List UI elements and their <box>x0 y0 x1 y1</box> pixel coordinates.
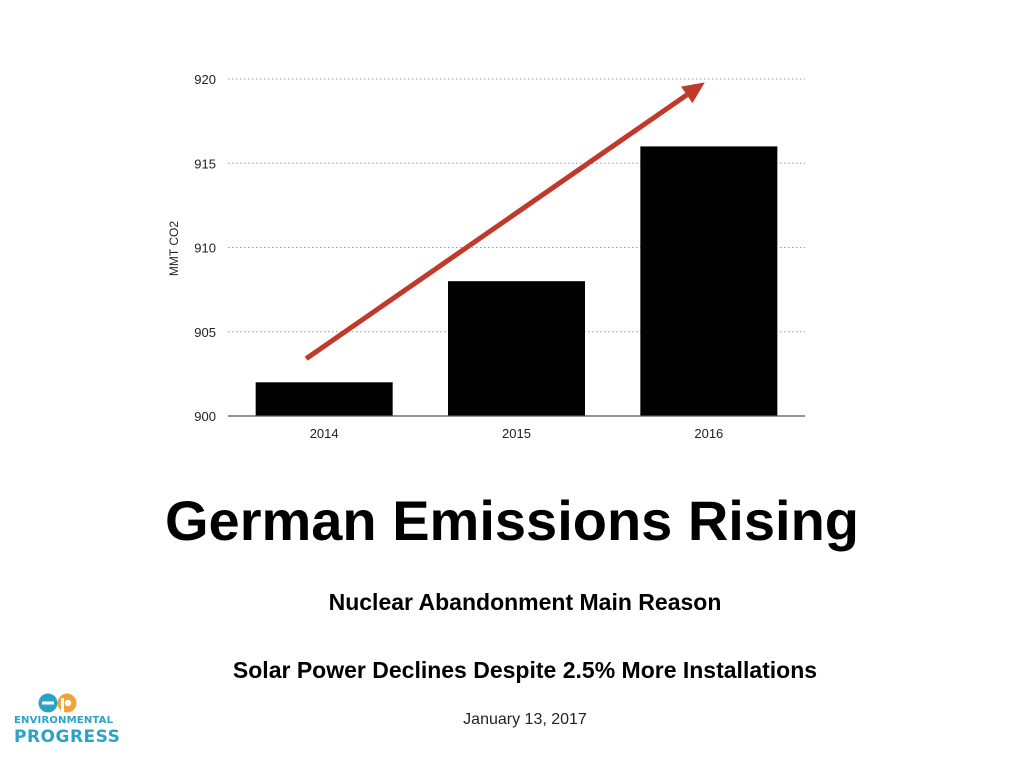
y-axis-ticks: 900 905 910 915 920 <box>194 72 216 424</box>
logo-text-environmental: ENVIRONMENTAL <box>14 715 114 726</box>
slide-title: German Emissions Rising <box>165 489 859 552</box>
y-tick-label: 905 <box>194 325 216 340</box>
emissions-chart: 900 905 910 915 920 2014 2015 2016 MMT CO2 <box>167 72 805 441</box>
x-tick-label: 2016 <box>694 426 723 441</box>
y-tick-label: 920 <box>194 72 216 87</box>
x-axis-ticks: 2014 2015 2016 <box>310 426 724 441</box>
slide-subtitle-main-reason: Nuclear Abandonment Main Reason <box>328 589 722 615</box>
trend-arrow <box>304 82 705 361</box>
bar-2016 <box>640 146 778 416</box>
chart-bars <box>255 146 778 416</box>
environmental-progress-logo: ENVIRONMENTAL PROGRESS <box>14 692 121 752</box>
bar-2015 <box>448 281 585 416</box>
x-tick-label: 2015 <box>502 426 531 441</box>
trend-arrow-head <box>681 82 705 104</box>
slide-subtitle-solar: Solar Power Declines Despite 2.5% More I… <box>232 657 818 683</box>
logo-text-progress: PROGRESS <box>14 727 121 747</box>
bar-2014 <box>255 382 393 416</box>
y-tick-label: 900 <box>194 409 216 424</box>
x-tick-label: 2014 <box>310 426 339 441</box>
y-tick-label: 910 <box>194 241 216 256</box>
y-axis-title: MMT CO2 <box>167 221 181 276</box>
trend-arrow-shaft <box>304 92 689 361</box>
y-tick-label: 915 <box>194 156 216 171</box>
slide-date: January 13, 2017 <box>463 711 587 728</box>
ep-logo-icon <box>38 693 77 713</box>
